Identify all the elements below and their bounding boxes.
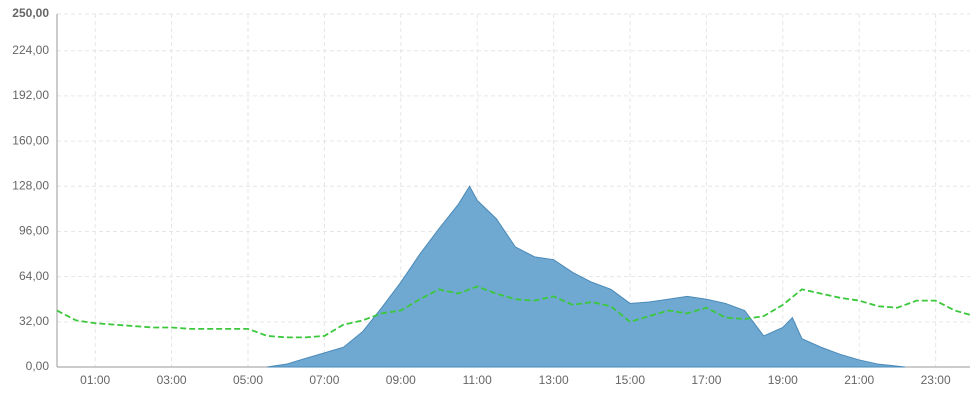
x-tick-label: 11:00: [463, 373, 492, 387]
area: [267, 185, 906, 368]
line: [56, 285, 971, 339]
x-tick-label: 21:00: [844, 373, 874, 387]
y-tick-label: 0,00: [26, 359, 50, 373]
y-tick-label: 32,00: [19, 314, 49, 328]
x-tick-label: 07:00: [309, 373, 339, 387]
x-tick-label: 23:00: [921, 373, 951, 387]
x-tick-label: 13:00: [539, 373, 569, 387]
y-tick-label: 250,00: [12, 6, 49, 20]
y-tick-label: 64,00: [19, 269, 49, 283]
y-tick-label: 192,00: [12, 88, 49, 102]
x-tick-label: 05:00: [233, 373, 263, 387]
y-tick-label: 160,00: [12, 133, 49, 147]
y-tick-label: 96,00: [19, 224, 49, 238]
x-tick-label: 03:00: [157, 373, 187, 387]
x-tick-label: 19:00: [768, 373, 798, 387]
x-tick-label: 17:00: [691, 373, 721, 387]
y-tick-label: 128,00: [12, 178, 49, 192]
x-tick-label: 15:00: [615, 373, 645, 387]
x-tick-label: 09:00: [386, 373, 416, 387]
x-tick-label: 01:00: [80, 373, 110, 387]
y-tick-label: 224,00: [12, 43, 49, 57]
